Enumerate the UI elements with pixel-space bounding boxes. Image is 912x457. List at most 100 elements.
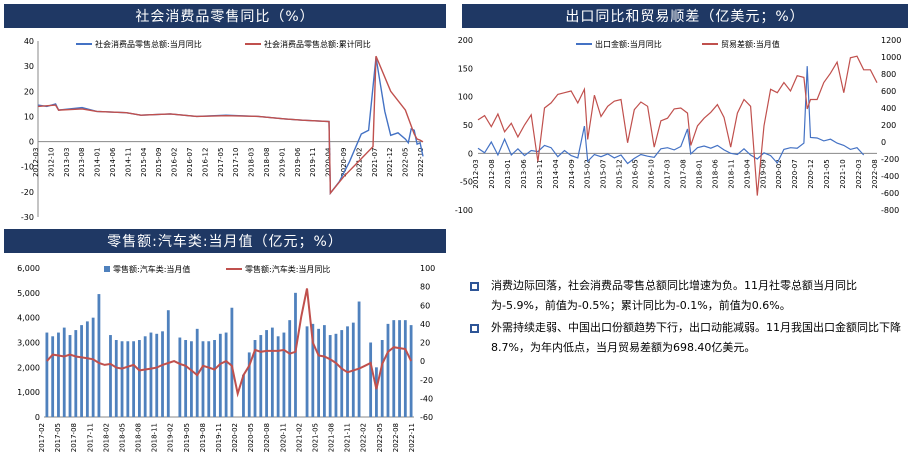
bar xyxy=(126,341,130,417)
bar xyxy=(213,340,216,417)
x-tick-label: 2016-07 xyxy=(186,148,194,177)
bar xyxy=(51,336,55,417)
y-left-tick-label: 150 xyxy=(458,64,473,73)
x-tick-label: 2018-08 xyxy=(135,423,143,452)
legend-label: 出口金额:当月同比 xyxy=(595,39,662,49)
y-left-tick-label: 1,000 xyxy=(17,388,40,397)
x-tick-label: 2015-04 xyxy=(140,147,148,177)
square-bullet-icon xyxy=(470,324,479,333)
x-tick-label: 2021-10 xyxy=(839,159,847,188)
x-tick-label: 2017-10 xyxy=(232,148,240,177)
y-left-tick-label: 0 xyxy=(35,413,40,422)
x-tick-label: 2015-12 xyxy=(616,159,624,188)
note-item: 消费边际回落，社会消费品零售总额同比增速为负。11月社零总额当月同比为-5.9%… xyxy=(470,276,906,316)
bar xyxy=(242,374,245,417)
x-tick-label: 2013-01 xyxy=(504,159,512,188)
bar xyxy=(80,325,83,417)
y-right-tick-label: 600 xyxy=(881,87,896,96)
x-tick-label: 2017-08 xyxy=(70,423,78,452)
y-right-tick-label: 60 xyxy=(420,301,430,310)
x-tick-label: 2017-05 xyxy=(217,148,225,177)
legend-label: 贸易差额:当月值 xyxy=(721,39,780,49)
x-tick-label: 2018-11 xyxy=(727,159,735,188)
x-tick-label: 2013-11 xyxy=(536,159,544,188)
note-text: 外需持续走弱、中国出口份额趋势下行，出口动能减弱。11月我国出口金额同比下降8.… xyxy=(491,321,901,354)
x-tick-label: 2019-02 xyxy=(167,423,175,452)
x-tick-label: 2013-06 xyxy=(520,159,528,189)
y-right-tick-label: 1200 xyxy=(881,36,901,45)
notes-panel: 消费边际回落，社会消费品零售总额同比增速为负。11月社零总额当月同比为-5.9%… xyxy=(470,276,906,360)
y-left-tick-label: 5,000 xyxy=(17,289,40,298)
y-left-tick-label: 6,000 xyxy=(17,264,40,273)
y-right-tick-label: 200 xyxy=(881,121,896,130)
x-tick-label: 2020-11 xyxy=(279,423,287,452)
bar xyxy=(149,332,153,417)
y-right-tick-label: -800 xyxy=(881,206,899,215)
y-right-tick-label: 400 xyxy=(881,104,896,113)
x-tick-label: 2019-08 xyxy=(199,423,207,452)
bar xyxy=(68,335,72,417)
y-tick-label: 0 xyxy=(29,138,34,147)
x-tick-label: 2021-05 xyxy=(823,159,831,188)
x-tick-label: 2022-11 xyxy=(408,423,416,452)
y-tick-label: 20 xyxy=(24,87,34,96)
y-left-tick-label: 0 xyxy=(468,149,473,158)
y-right-tick-label: 20 xyxy=(420,339,430,348)
bar xyxy=(97,294,101,417)
x-tick-label: 2015-09 xyxy=(155,148,163,177)
note-text: 消费边际回落，社会消费品零售总额同比增速为负。11月社零总额当月同比为-5.9%… xyxy=(491,279,857,312)
x-tick-label: 2019-04 xyxy=(743,159,751,189)
y-right-tick-label: -600 xyxy=(881,189,899,198)
x-tick-label: 2014-06 xyxy=(109,147,117,177)
legend-swatch xyxy=(104,266,110,272)
y-left-tick-label: 3,000 xyxy=(17,339,40,348)
x-tick-label: 2020-09 xyxy=(340,148,348,177)
y-tick-label: 10 xyxy=(24,112,34,121)
y-right-tick-label: 800 xyxy=(881,70,896,79)
x-tick-label: 2015-02 xyxy=(584,159,592,188)
bar xyxy=(143,336,147,417)
bar xyxy=(357,301,361,417)
bar xyxy=(109,335,112,417)
bar xyxy=(137,340,141,417)
bar xyxy=(311,323,315,417)
bar xyxy=(190,341,193,417)
y-tick-label: 40 xyxy=(24,37,34,46)
y-right-tick-label: 100 xyxy=(420,264,435,273)
bar xyxy=(45,332,49,417)
x-tick-label: 2018-05 xyxy=(118,423,126,452)
x-tick-label: 2020-08 xyxy=(263,423,271,452)
bar xyxy=(369,342,373,417)
bar xyxy=(265,330,268,417)
bar xyxy=(288,320,292,417)
x-tick-label: 2020-02 xyxy=(775,159,783,188)
x-tick-label: 2022-08 xyxy=(871,159,879,188)
series-line-1 xyxy=(477,55,878,196)
y-right-tick-label: -60 xyxy=(420,413,433,422)
x-tick-label: 2014-04 xyxy=(552,159,560,189)
bar xyxy=(259,335,263,417)
bar xyxy=(305,326,309,417)
x-tick-label: 2021-11 xyxy=(344,423,352,452)
retail-chart-title: 社会消费品零售同比（%） xyxy=(4,4,446,28)
y-left-tick-label: 2,000 xyxy=(17,363,40,372)
x-tick-label: 2018-11 xyxy=(151,423,159,452)
x-tick-label: 2022-05 xyxy=(402,148,410,177)
bar xyxy=(340,330,344,417)
x-tick-label: 2021-05 xyxy=(311,423,319,452)
x-tick-label: 2020-04 xyxy=(325,147,333,177)
series-line-yoy xyxy=(46,288,413,398)
bar xyxy=(224,332,228,417)
x-tick-label: 2013-08 xyxy=(78,148,86,177)
x-tick-label: 2019-05 xyxy=(183,423,191,452)
y-left-tick-label: 200 xyxy=(458,36,473,45)
y-right-tick-label: -200 xyxy=(881,155,899,164)
x-tick-label: 2021-12 xyxy=(386,148,394,177)
note-item: 外需持续走弱、中国出口份额趋势下行，出口动能减弱。11月我国出口金额同比下降8.… xyxy=(470,318,906,358)
x-tick-label: 2022-10 xyxy=(417,148,425,177)
bar xyxy=(155,333,159,417)
x-tick-label: 2016-05 xyxy=(632,159,640,188)
x-tick-label: 2022-05 xyxy=(376,423,384,452)
x-tick-label: 2014-09 xyxy=(568,159,576,188)
